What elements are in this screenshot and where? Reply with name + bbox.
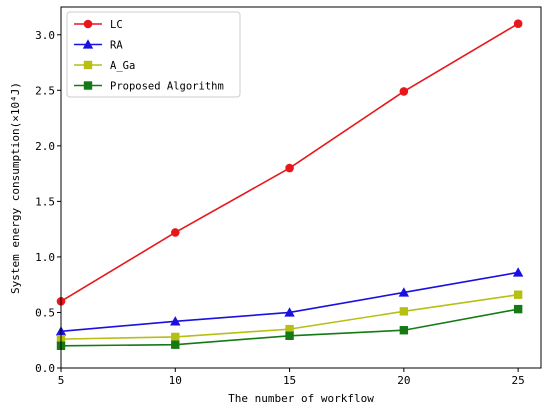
y-tick-label: 1.5: [35, 195, 55, 208]
data-point: [398, 287, 410, 297]
plot-frame: [60, 6, 542, 369]
data-point: [170, 316, 181, 326]
legend-marker: [82, 39, 94, 49]
legend-item: LC: [74, 19, 123, 31]
data-point: [284, 307, 295, 317]
x-axis-label: The number of workflow: [228, 392, 374, 405]
y-tick-label: 3.0: [35, 29, 55, 42]
data-point: [285, 324, 294, 334]
legend-item: RA: [74, 39, 123, 52]
data-point: [513, 290, 523, 299]
legend-marker: [83, 19, 93, 29]
data-point: [399, 307, 409, 316]
data-point: [171, 332, 180, 342]
y-axis-label: System energy consumption(×10⁴J): [9, 82, 22, 294]
legend-item: A_Ga: [74, 60, 135, 72]
y-axis: 0.0 0.5 1.0 1.5 2.0 2.5 3.0: [35, 29, 61, 375]
data-point: [170, 228, 180, 237]
legend: LC RA A_Ga Proposed Algorithm: [66, 11, 241, 98]
x-tick-label: 5: [58, 374, 65, 387]
series-layer: [55, 19, 524, 350]
legend-marker: [83, 81, 93, 90]
data-point: [285, 331, 294, 340]
legend-item: Proposed Algorithm: [74, 81, 224, 93]
data-point: [171, 340, 180, 349]
y-tick-label: 2.0: [35, 140, 55, 153]
y-tick-label: 0.0: [35, 362, 55, 375]
legend-box: [66, 11, 241, 98]
legend-label: LC: [110, 19, 123, 31]
x-tick-label: 15: [283, 374, 296, 387]
legend-label: A_Ga: [110, 60, 135, 72]
data-point: [399, 326, 409, 335]
series-1: [56, 19, 523, 306]
data-point: [285, 163, 294, 173]
x-tick-label: 25: [512, 374, 525, 387]
data-point: [513, 304, 523, 314]
y-tick-label: 1.0: [35, 251, 55, 264]
y-tick-label: 0.5: [35, 306, 55, 319]
legend-marker: [83, 60, 93, 70]
y-tick-label: 2.5: [35, 84, 55, 97]
data-point: [513, 19, 523, 28]
legend-label: Proposed Algorithm: [110, 81, 224, 93]
data-point: [399, 87, 409, 96]
x-axis: 5 10 15 20 25: [58, 368, 525, 387]
x-tick-label: 20: [397, 374, 410, 387]
data-point: [512, 267, 524, 277]
legend-label: RA: [110, 40, 123, 52]
x-tick-label: 10: [169, 374, 182, 387]
